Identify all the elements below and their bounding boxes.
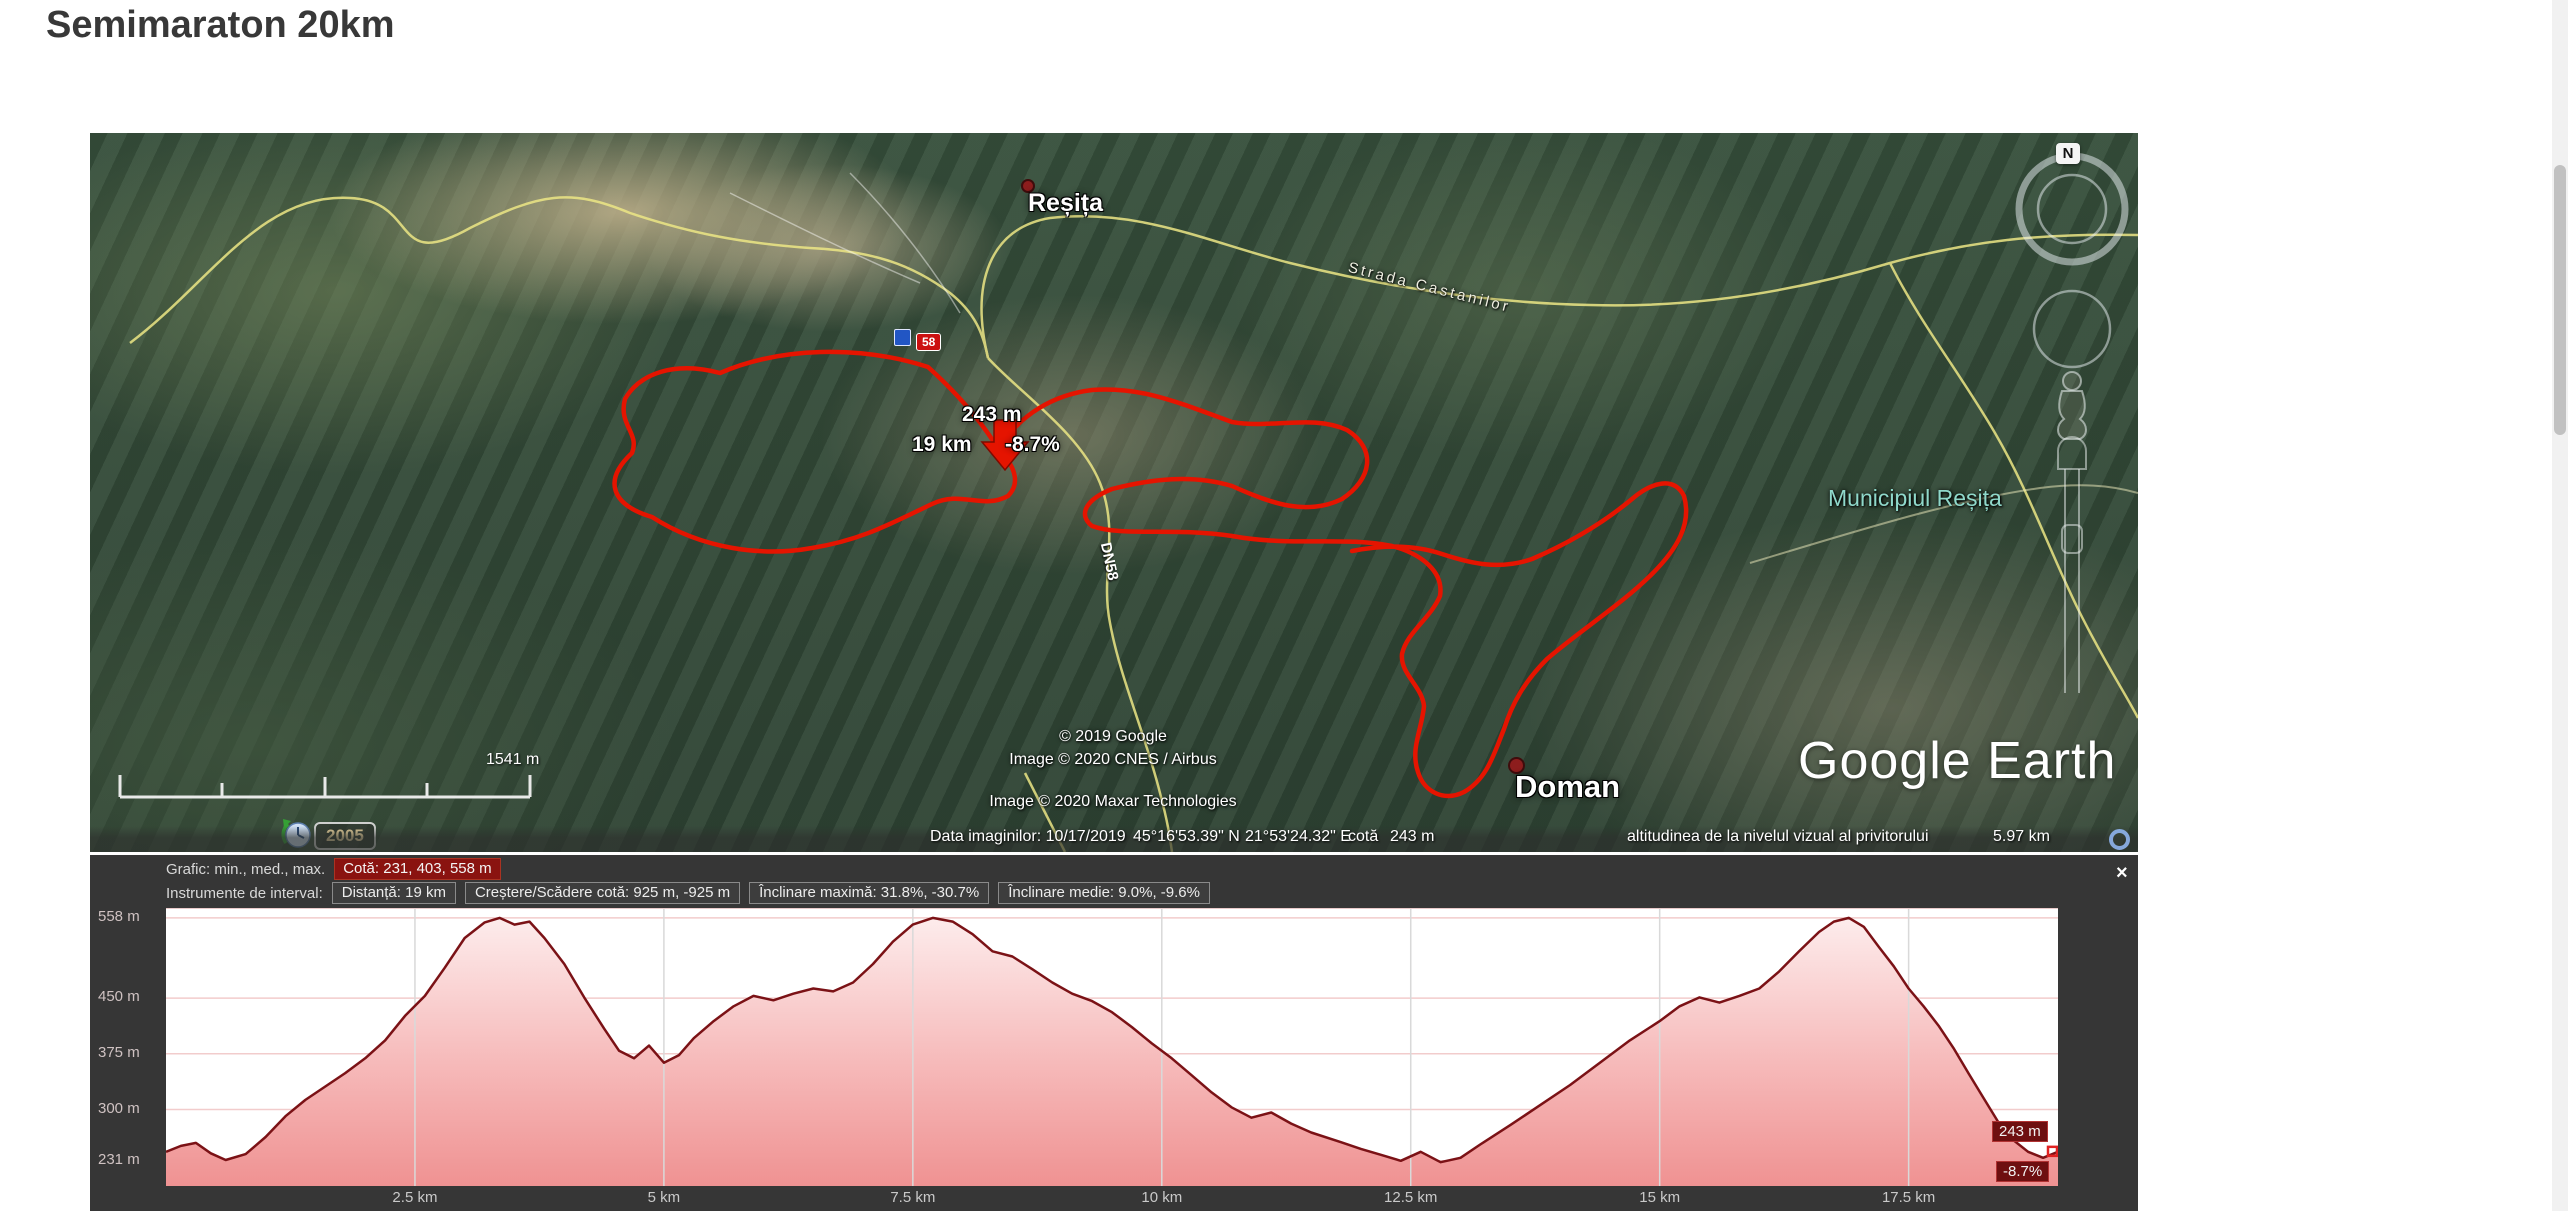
- e-road-shield-icon: [894, 329, 911, 346]
- zoom-slider: [2057, 436, 2087, 693]
- elevation-value: 243 m: [1390, 828, 1435, 845]
- x-axis-tick-label: 7.5 km: [890, 1189, 936, 1206]
- village-dot: [1508, 757, 1525, 774]
- map-roads-layer: [118, 152, 2138, 852]
- marker-distance-label: 19 km: [912, 433, 972, 456]
- eye-altitude-label: altitudinea de la nivelul vizual al priv…: [1627, 828, 1929, 845]
- zoom-slider-knob: [2061, 524, 2083, 554]
- scale-bar: [118, 775, 532, 799]
- page-scrollbar[interactable]: [2552, 0, 2568, 1211]
- map-status-bar: Data imaginilor: 10/17/2019 45°16'53.39"…: [90, 826, 2138, 852]
- municipality-label: Municipiul Reșița: [1828, 485, 2002, 511]
- page-title: Semimaraton 20km: [46, 4, 395, 46]
- eye-altitude-value: 5.97 km: [1993, 828, 2050, 845]
- google-earth-map-view[interactable]: Reșița Doman Municipiul Reșița Strada Ca…: [90, 133, 2138, 852]
- credit-line: Image © 2020 Maxar Technologies: [989, 793, 1237, 810]
- y-axis-tick-label: 231 m: [98, 1150, 140, 1168]
- legend-label: Grafic: min., med., max.: [166, 860, 326, 878]
- credit-line: Image © 2020 CNES / Airbus: [1009, 751, 1217, 768]
- credit-line: © 2019 Google: [1059, 728, 1167, 745]
- scrollbar-thumb[interactable]: [2554, 165, 2566, 435]
- look-joystick-icon: [2032, 289, 2112, 369]
- cursor-grade-badge: -8.7%: [1996, 1161, 2050, 1182]
- marker-elevation-label: 243 m: [962, 403, 1022, 426]
- y-axis-tick-label: 450 m: [98, 988, 140, 1006]
- village-label: Doman: [1515, 769, 1621, 804]
- road-lines: [129, 196, 2138, 852]
- max-slope-stat: Înclinare maximă: 31.8%, -30.7%: [749, 882, 990, 904]
- x-axis-tick-label: 12.5 km: [1384, 1189, 1438, 1206]
- y-axis-tick-label: 558 m: [98, 907, 140, 925]
- elevation-chart-svg: [165, 909, 2059, 1186]
- x-axis-tick-label: 5 km: [647, 1189, 681, 1206]
- marker-grade-label: -8.7%: [1005, 433, 1060, 456]
- google-earth-logo: Google Earth: [1798, 732, 2117, 790]
- longitude-value: 21°53'24.32" E: [1245, 828, 1351, 845]
- map-credits: © 2019 Google Image © 2020 CNES / Airbus…: [913, 725, 1313, 813]
- y-axis-tick-label: 300 m: [98, 1099, 140, 1117]
- cursor-elevation-badge: 243 m: [1992, 1121, 2048, 1142]
- x-axis-tick-label: 15 km: [1639, 1189, 1681, 1206]
- distance-stat: Distanță: 19 km: [331, 882, 456, 904]
- elevation-label: cotă: [1348, 828, 1379, 845]
- city-dot: [1021, 179, 1035, 193]
- town-street-lines: [729, 172, 961, 314]
- elevation-profile-panel: Grafic: min., med., max. Cotă: 231, 403,…: [90, 855, 2138, 1211]
- elevation-minmedmax-badge: Cotă: 231, 403, 558 m: [334, 858, 501, 880]
- x-axis-tick-label: 17.5 km: [1881, 1189, 1936, 1206]
- profile-stats-row: Instrumente de interval: Distanță: 19 km…: [166, 882, 1210, 904]
- y-axis-tick-label: 375 m: [98, 1043, 140, 1061]
- north-badge[interactable]: N: [2056, 143, 2080, 164]
- latitude-value: 45°16'53.39" N: [1133, 828, 1240, 845]
- close-icon[interactable]: ×: [2116, 862, 2128, 884]
- eye-altitude-icon: [2109, 829, 2130, 850]
- x-axis-tick-label: 10 km: [1141, 1189, 1183, 1206]
- city-label: Reșița: [1028, 189, 1104, 217]
- elevation-chart-plot[interactable]: [165, 908, 2059, 1186]
- municipality-boundary-line: [1749, 484, 2138, 564]
- avg-slope-stat: Înclinare medie: 9.0%, -9.6%: [998, 882, 1210, 904]
- pegman-icon: [2057, 371, 2087, 440]
- gain-loss-stat: Creștere/Scădere cotă: 925 m, -925 m: [464, 882, 741, 904]
- compass-ring-icon: [2015, 152, 2129, 369]
- scale-length-label: 1541 m: [486, 751, 540, 768]
- x-axis-tick-label: 2.5 km: [392, 1189, 438, 1206]
- imagery-date: Data imaginilor: 10/17/2019: [930, 828, 1126, 845]
- chart-cursor-marker: [2046, 1145, 2059, 1158]
- route-shield-58: 58: [916, 333, 942, 351]
- race-route-path: [612, 349, 1689, 799]
- interval-tools-label: Instrumente de interval:: [166, 884, 323, 902]
- profile-legend-row: Grafic: min., med., max. Cotă: 231, 403,…: [166, 858, 501, 880]
- route-position-arrow-icon: [980, 419, 1030, 472]
